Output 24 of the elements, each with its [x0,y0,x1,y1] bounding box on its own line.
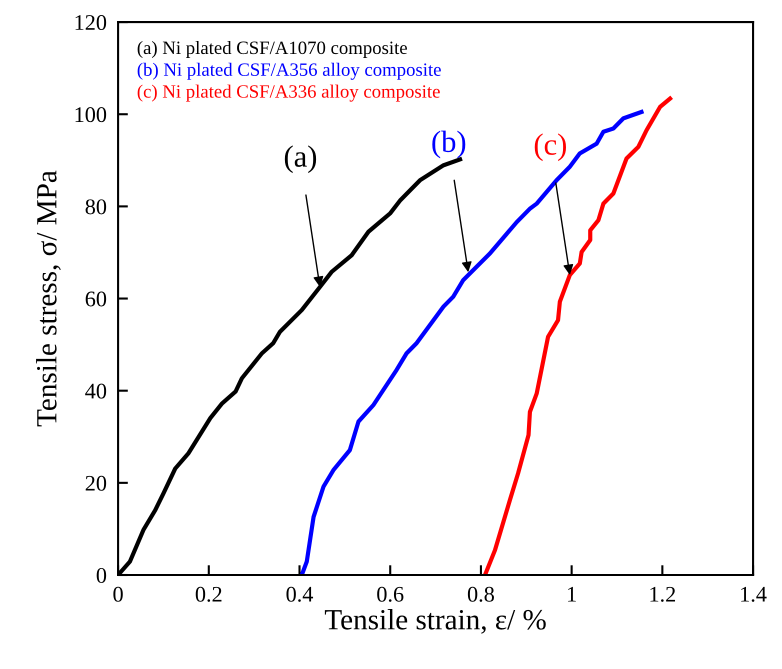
y-tick-label: 40 [85,384,106,399]
line-series [482,96,672,576]
x-tick-label: 0.4 [286,586,314,602]
y-tick-label: 60 [86,291,106,306]
y-tick-label: 120 [76,15,106,30]
y-tick-label: 80 [86,199,106,214]
text: (c) Ni plated CSF/A336 alloy composite [138,84,440,102]
y-tick-label: 20 [86,476,106,491]
x-tick-label: 1 [568,586,576,602]
annotation: (a) [284,145,316,174]
x-tick-label: 0.2 [196,586,222,602]
y-tick-label: 0 [96,568,106,583]
y-tick-label: 100 [76,107,106,122]
annotation: (c) [534,133,566,162]
text: (a) Ni plated CSF/A1070 composite [138,40,407,58]
x-axis-title: Tensile strain, ε/ % [324,609,546,634]
x-tick-label: 1.4 [741,586,767,602]
annotation: (b) [432,130,466,158]
x-tick-label: 0 [113,586,123,602]
x-tick-label: 0.6 [377,586,404,602]
x-tick-label: 0.8 [468,586,494,602]
y-axis-title: Tensile stress, σ/ MPa [36,170,61,426]
text: (b) Ni plated CSF/A356 alloy composite [138,62,441,80]
x-tick-label: 1.2 [650,586,676,602]
